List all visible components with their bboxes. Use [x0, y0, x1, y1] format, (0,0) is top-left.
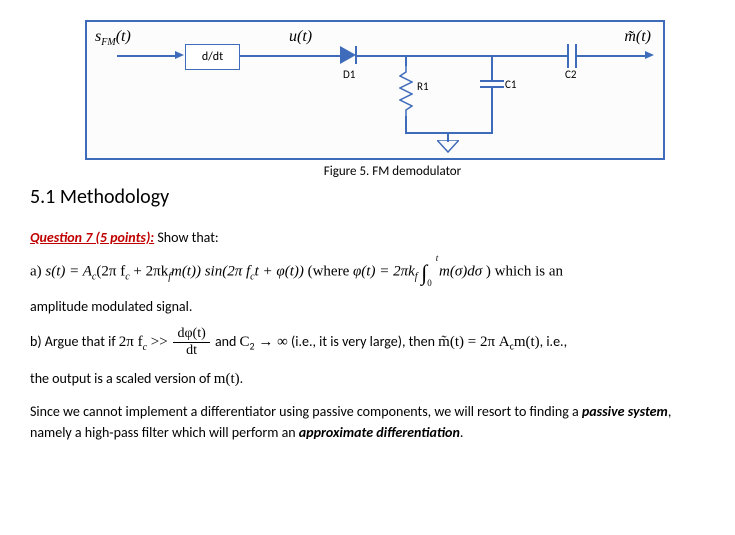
output-signal-label: m̃(t): [624, 28, 651, 46]
c1-label: C1: [505, 78, 516, 91]
mid-signal-label: u(t): [289, 28, 312, 46]
section-heading: 5.1 Methodology: [30, 185, 705, 209]
integral-icon: ∫t0: [421, 258, 435, 286]
differentiator-block: d/dt: [185, 44, 240, 70]
part-a-eq: a) s(t) = Ac(2π fc + 2πkfm(t)) sin(2π fc…: [30, 258, 705, 286]
closing-para: Since we cannot implement a differentiat…: [30, 401, 705, 443]
c2-label: C2: [565, 68, 576, 81]
input-signal-label: sFM(t): [95, 28, 131, 48]
fm-demodulator-diagram: sFM(t) u(t) m̃(t) d/dt D1 R1 C1 C2: [85, 20, 665, 160]
question-line: Question 7 (5 points): Show that:: [30, 227, 705, 248]
ground-icon: [437, 140, 459, 154]
fraction: dφ(t) dt: [171, 327, 211, 358]
figure-caption: Figure 5. FM demodulator: [80, 164, 705, 179]
part-b-line2: the output is a scaled version of m(t).: [30, 368, 705, 391]
part-a-text: amplitude modulated signal.: [30, 296, 705, 317]
arrow-into-diff: [175, 51, 184, 59]
resistor-icon: [399, 66, 413, 116]
r1-label: R1: [417, 80, 429, 93]
part-b: b) Argue that if 2π fc >> dφ(t) dt and C…: [30, 327, 705, 358]
d1-label: D1: [343, 68, 355, 81]
question-label: Question 7 (5 points):: [30, 229, 154, 246]
